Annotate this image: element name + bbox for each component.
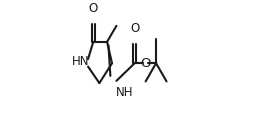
Text: O: O [130,22,139,35]
Text: O: O [140,57,151,70]
Text: NH: NH [116,86,133,99]
Text: HN: HN [72,55,89,68]
Text: O: O [89,2,98,15]
